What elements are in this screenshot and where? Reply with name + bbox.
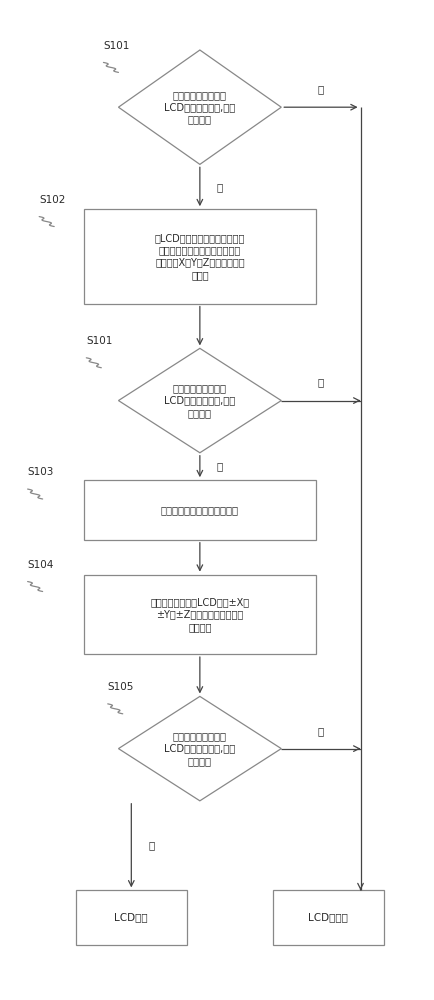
Text: S101: S101: [103, 41, 130, 51]
Text: S101: S101: [86, 336, 113, 346]
Bar: [273, 890, 384, 945]
Bar: [84, 575, 316, 654]
Text: 否: 否: [318, 378, 324, 388]
Text: 将LCD装配在包装箱内，把包装
箱固定在固定工装上，通过振动
机台进行X、Y、Z轴方向上的振
动测试: 将LCD装配在包装箱内，把包装 箱固定在固定工装上，通过振动 机台进行X、Y、Z…: [155, 233, 245, 280]
Text: LCD合格: LCD合格: [115, 913, 148, 923]
Text: S105: S105: [108, 682, 134, 692]
Text: 否: 否: [318, 726, 324, 736]
Text: 在第一照度环境下对
LCD进行常规检查,是否
发现脏污: 在第一照度环境下对 LCD进行常规检查,是否 发现脏污: [164, 731, 236, 766]
Polygon shape: [118, 50, 281, 164]
Text: 在第一照度环境下对
LCD进行常规检查,是否
发现脏污: 在第一照度环境下对 LCD进行常规检查,是否 发现脏污: [164, 383, 236, 418]
Text: 对冲击机台冲击能力进行确认: 对冲击机台冲击能力进行确认: [161, 505, 239, 515]
Text: 是: 是: [217, 182, 223, 192]
Bar: [76, 890, 187, 945]
Bar: [84, 480, 316, 540]
Text: LCD不合格: LCD不合格: [309, 913, 349, 923]
Text: 是: 是: [217, 461, 223, 471]
Polygon shape: [118, 696, 281, 801]
Text: S102: S102: [39, 195, 66, 205]
Text: S103: S103: [28, 467, 54, 477]
Bar: [84, 209, 316, 304]
Text: 否: 否: [318, 84, 324, 94]
Text: 对在固定工装上的LCD进行±X、
±Y、±Z轴向上设定冲击波的
冲击测试: 对在固定工装上的LCD进行±X、 ±Y、±Z轴向上设定冲击波的 冲击测试: [150, 597, 250, 632]
Text: S104: S104: [28, 560, 54, 570]
Polygon shape: [118, 348, 281, 453]
Text: 是: 是: [148, 841, 155, 851]
Text: 在第一照度环境下对
LCD进行常规检查,是否
发现脏污: 在第一照度环境下对 LCD进行常规检查,是否 发现脏污: [164, 90, 236, 125]
